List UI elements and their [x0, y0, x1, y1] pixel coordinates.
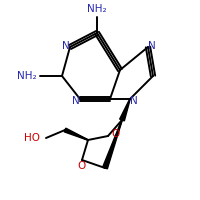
- Text: NH₂: NH₂: [17, 71, 37, 81]
- Text: NH₂: NH₂: [87, 4, 107, 14]
- Text: N: N: [130, 96, 138, 106]
- Text: N: N: [62, 41, 70, 51]
- Polygon shape: [103, 120, 122, 169]
- Text: HO: HO: [24, 133, 40, 143]
- Text: N: N: [72, 96, 80, 106]
- Text: N: N: [148, 41, 156, 51]
- Text: O: O: [77, 161, 85, 171]
- Polygon shape: [64, 128, 88, 140]
- Text: O: O: [111, 129, 119, 139]
- Polygon shape: [120, 99, 130, 121]
